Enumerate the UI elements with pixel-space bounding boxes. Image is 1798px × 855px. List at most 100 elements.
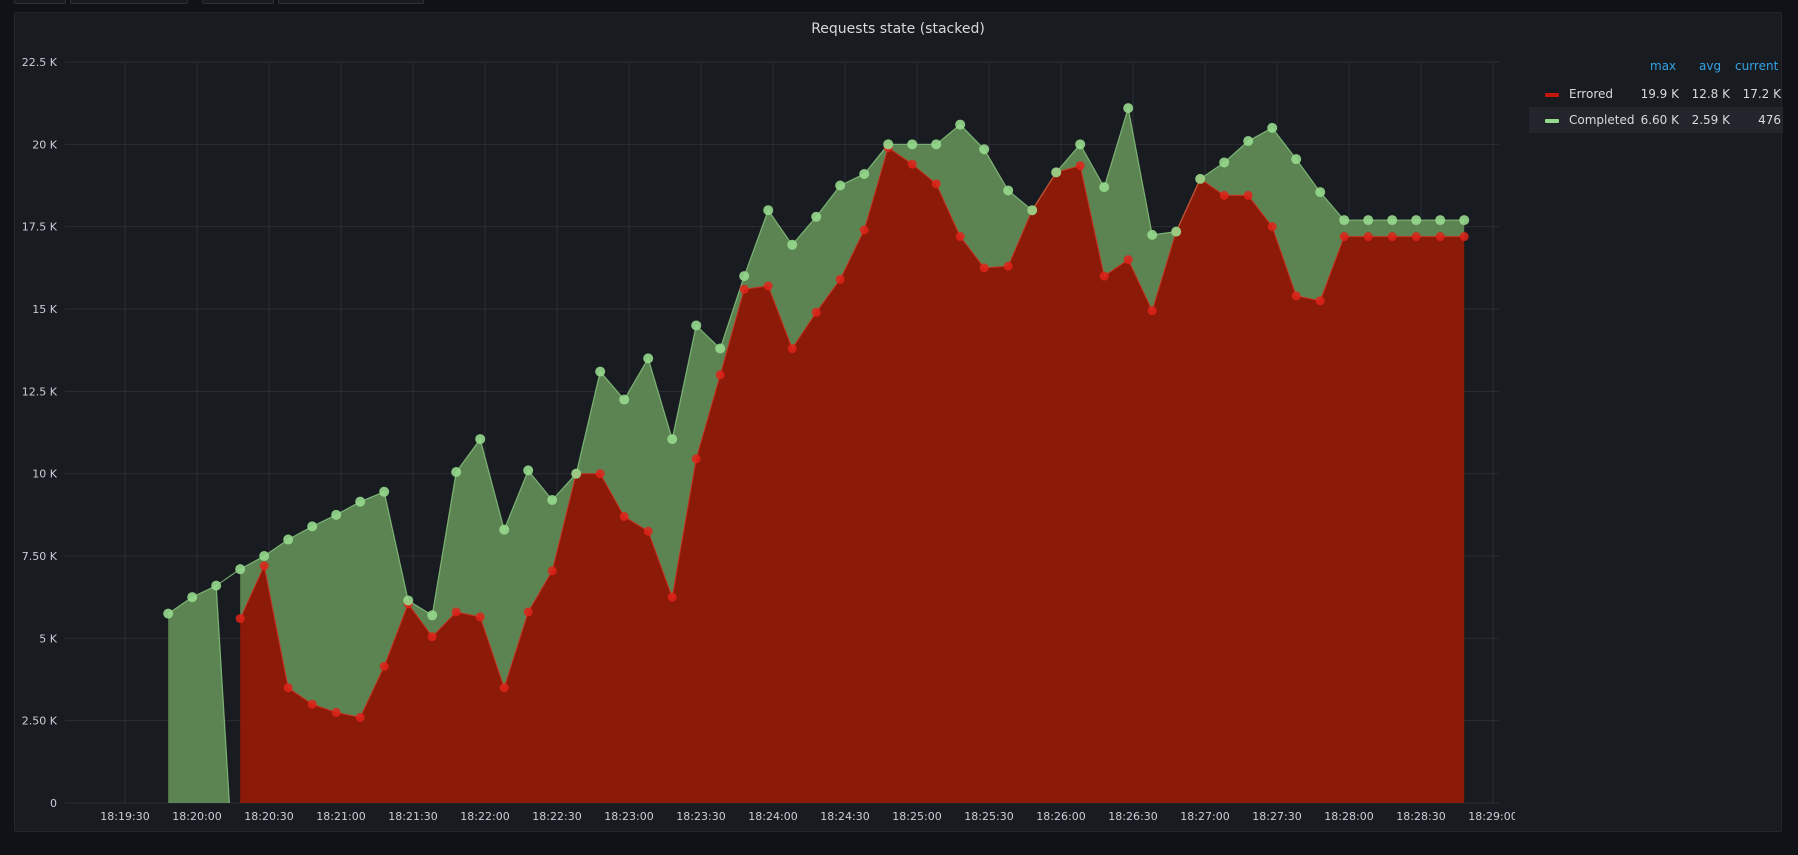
y-tick-label: 5 K bbox=[39, 632, 57, 645]
x-tick-label: 18:27:00 bbox=[1180, 810, 1229, 823]
completed-area-start bbox=[168, 585, 230, 803]
completed-point bbox=[931, 139, 942, 150]
x-tick-label: 18:20:00 bbox=[172, 810, 221, 823]
x-tick-label: 18:22:30 bbox=[532, 810, 581, 823]
errored-point bbox=[451, 607, 461, 617]
panel-title[interactable]: Requests state (stacked) bbox=[811, 21, 985, 37]
completed-point bbox=[187, 592, 198, 603]
completed-point bbox=[451, 467, 462, 478]
errored-area bbox=[240, 147, 1465, 804]
legend-current-errored: 17.2 K bbox=[1742, 87, 1781, 101]
x-tick-label: 18:21:30 bbox=[388, 810, 437, 823]
completed-point bbox=[475, 434, 486, 445]
completed-point bbox=[667, 434, 678, 445]
legend-swatch-completed bbox=[1545, 119, 1559, 123]
x-tick-label: 18:19:30 bbox=[100, 810, 149, 823]
x-tick-label: 18:22:00 bbox=[460, 810, 509, 823]
errored-point bbox=[715, 370, 725, 380]
legend-avg-errored: 12.8 K bbox=[1691, 87, 1730, 101]
errored-point bbox=[1003, 261, 1013, 271]
errored-point bbox=[907, 159, 917, 169]
errored-point bbox=[283, 683, 293, 693]
completed-point bbox=[355, 496, 366, 507]
errored-point bbox=[835, 274, 845, 284]
completed-point bbox=[163, 608, 174, 619]
completed-point bbox=[1171, 226, 1182, 237]
x-tick-label: 18:28:30 bbox=[1396, 810, 1445, 823]
completed-point bbox=[259, 551, 270, 561]
errored-point bbox=[1459, 232, 1469, 242]
errored-point bbox=[307, 699, 317, 709]
completed-point bbox=[499, 524, 510, 535]
completed-point bbox=[1411, 215, 1422, 226]
completed-point bbox=[955, 119, 966, 130]
completed-point bbox=[1291, 154, 1302, 165]
errored-point bbox=[1411, 232, 1421, 242]
errored-point bbox=[1147, 306, 1157, 316]
errored-point bbox=[1291, 291, 1301, 301]
completed-point bbox=[1123, 103, 1134, 114]
completed-point bbox=[907, 139, 918, 150]
x-tick-label: 18:26:30 bbox=[1108, 810, 1157, 823]
completed-point bbox=[715, 343, 726, 354]
completed-point bbox=[235, 564, 246, 575]
completed-point bbox=[1339, 215, 1350, 226]
errored-point bbox=[1387, 232, 1397, 242]
errored-point bbox=[1267, 222, 1277, 232]
x-tick-label: 18:26:00 bbox=[1036, 810, 1085, 823]
errored-series-line bbox=[239, 146, 1465, 719]
errored-point bbox=[547, 566, 557, 576]
legend-swatch-errored bbox=[1545, 93, 1559, 97]
completed-point bbox=[787, 239, 798, 250]
y-tick-label: 10 K bbox=[32, 468, 57, 481]
completed-point bbox=[571, 468, 582, 479]
errored-point bbox=[355, 712, 365, 722]
completed-point bbox=[1315, 187, 1326, 198]
legend-header-current[interactable]: current bbox=[1735, 59, 1779, 73]
completed-point bbox=[619, 394, 630, 405]
errored-point bbox=[763, 281, 773, 291]
legend-avg-completed: 2.59 K bbox=[1691, 113, 1730, 127]
legend-header-avg[interactable]: avg bbox=[1699, 59, 1722, 73]
completed-point bbox=[1435, 215, 1446, 226]
errored-point bbox=[739, 284, 749, 294]
completed-point bbox=[1099, 182, 1110, 193]
completed-point bbox=[307, 521, 318, 532]
completed-series-line-drop bbox=[215, 585, 230, 804]
completed-point bbox=[1387, 215, 1398, 226]
y-tick-label: 7.50 K bbox=[22, 550, 58, 563]
toolbar-dropdown[interactable] bbox=[278, 0, 424, 4]
legend-header-max[interactable]: max bbox=[1650, 59, 1677, 73]
errored-point bbox=[1339, 232, 1349, 242]
y-tick-label: 15 K bbox=[32, 303, 57, 316]
legend-row-completed[interactable]: Completed 6.60 K 2.59 K 476 bbox=[1529, 107, 1783, 133]
y-tick-label: 12.5 K bbox=[22, 385, 58, 398]
completed-point bbox=[1195, 173, 1206, 184]
legend-current-completed: 476 bbox=[1758, 113, 1781, 127]
y-tick-label: 0 bbox=[50, 797, 57, 810]
completed-point bbox=[523, 465, 534, 476]
chart-plot-area[interactable]: 0 2.50 K 5 K 7.50 K 10 K 12.5 K 15 K 17.5 K 20 K… bbox=[15, 13, 1515, 833]
errored-point bbox=[259, 561, 269, 571]
y-tick-label: 17.5 K bbox=[22, 221, 58, 234]
toolbar-button[interactable] bbox=[202, 0, 274, 4]
legend-row-errored[interactable]: Errored 19.9 K 12.8 K 17.2 K bbox=[1529, 81, 1783, 107]
y-tick-label: 20 K bbox=[32, 138, 57, 151]
toolbar-button[interactable] bbox=[14, 0, 66, 4]
completed-point bbox=[883, 139, 894, 150]
errored-point bbox=[931, 179, 941, 189]
errored-point bbox=[1315, 296, 1325, 306]
errored-point bbox=[643, 526, 653, 536]
completed-point bbox=[1363, 215, 1374, 226]
errored-point bbox=[499, 683, 509, 693]
x-tick-label: 18:21:00 bbox=[316, 810, 365, 823]
errored-point bbox=[235, 614, 245, 624]
completed-point bbox=[403, 595, 414, 606]
errored-point bbox=[1219, 190, 1229, 200]
toolbar-dropdown[interactable] bbox=[70, 0, 188, 4]
errored-point bbox=[859, 225, 869, 235]
completed-point bbox=[835, 180, 846, 191]
errored-point bbox=[1123, 255, 1133, 265]
completed-point bbox=[379, 486, 390, 497]
completed-point bbox=[283, 534, 294, 545]
